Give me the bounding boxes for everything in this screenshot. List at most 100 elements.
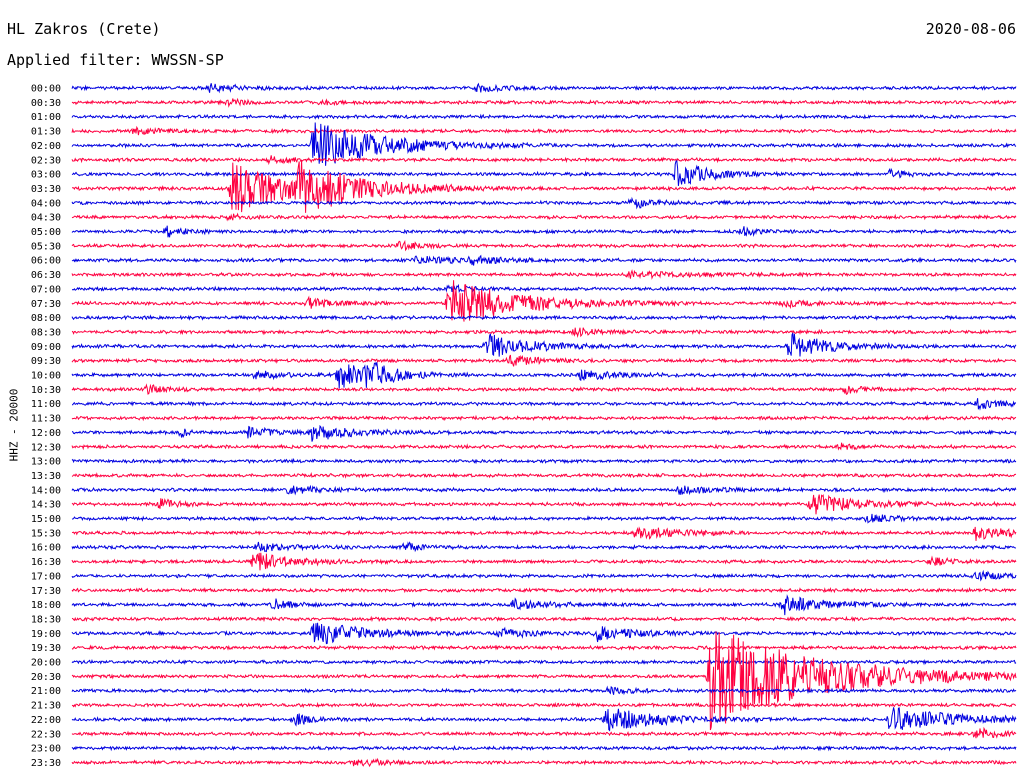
row-time-label: 00:30 [31, 98, 61, 109]
trace-line [71, 82, 1017, 94]
trace-line [71, 225, 1017, 238]
row-time-label: 06:00 [31, 256, 61, 267]
trace-line [71, 757, 1017, 768]
row-time-label: 05:00 [31, 227, 61, 238]
row-time-label: 09:00 [31, 342, 61, 353]
trace-line [71, 424, 1017, 442]
row-time-label: 12:30 [31, 442, 61, 453]
row-time-label: 09:30 [31, 356, 61, 367]
row-time-label: 15:30 [31, 528, 61, 539]
trace-line [71, 196, 1017, 210]
row-time-label: 13:00 [31, 457, 61, 468]
trace-line [71, 701, 1016, 709]
trace-line [71, 314, 1016, 322]
row-time-label: 18:30 [31, 614, 61, 625]
trace-line [71, 97, 1017, 108]
trace-line [71, 615, 1017, 623]
row-time-label: 01:30 [31, 127, 61, 138]
row-time-label: 21:00 [31, 686, 61, 697]
trace-line [71, 239, 1017, 252]
row-time-label: 17:30 [31, 586, 61, 597]
trace-line [71, 160, 1017, 186]
trace-line [71, 354, 1017, 367]
filter-label: Applied filter: WWSSN-SP [7, 51, 224, 69]
row-time-label: 04:30 [31, 213, 61, 224]
row-time-label: 18:00 [31, 600, 61, 611]
trace-line [71, 327, 1017, 339]
trace-line [71, 552, 1017, 571]
trace-line [71, 113, 1017, 121]
date-label: 2020-08-06 [925, 20, 1016, 38]
trace-line [71, 569, 1017, 582]
row-time-label: 07:00 [31, 284, 61, 295]
row-time-label: 07:30 [31, 299, 61, 310]
trace-line [71, 414, 1017, 422]
row-time-label: 10:30 [31, 385, 61, 396]
trace-line [72, 398, 1017, 411]
row-time-label: 10:00 [31, 371, 61, 382]
row-time-label: 19:30 [31, 643, 61, 654]
row-time-label: 20:00 [31, 658, 61, 669]
trace-line [71, 254, 1017, 266]
station-title: HL Zakros (Crete) [7, 20, 161, 38]
trace-line [71, 442, 1017, 451]
row-time-label: 23:30 [31, 758, 61, 769]
trace-line [72, 159, 1016, 213]
trace-line [71, 212, 1017, 222]
row-time-label: 19:00 [31, 629, 61, 640]
row-time-label: 03:30 [31, 184, 61, 195]
row-time-label: 13:30 [31, 471, 61, 482]
trace-line [71, 122, 1017, 166]
trace-line [71, 594, 1017, 616]
row-time-label: 05:30 [31, 241, 61, 252]
trace-line [71, 332, 1017, 357]
trace-line [71, 631, 1017, 731]
trace-line [71, 269, 1017, 280]
trace-line [71, 283, 1017, 294]
row-time-label: 20:30 [31, 672, 61, 683]
trace-line [71, 726, 1017, 739]
trace-line [71, 155, 1017, 166]
row-time-label: 23:00 [31, 744, 61, 755]
trace-line [71, 362, 1017, 389]
trace-line [71, 586, 1017, 594]
trace-line [71, 644, 1017, 651]
trace-line [71, 745, 1017, 752]
trace-line [71, 658, 1017, 666]
trace-line [71, 513, 1017, 524]
row-time-label: 22:30 [31, 729, 61, 740]
row-time-label: 14:00 [31, 485, 61, 496]
row-time-label: 16:00 [31, 543, 61, 554]
trace-line [71, 457, 1017, 465]
trace-line [71, 494, 1017, 515]
row-time-label: 11:30 [31, 414, 61, 425]
row-time-label: 14:30 [31, 500, 61, 511]
trace-line [71, 484, 1017, 496]
row-time-label: 08:30 [31, 327, 61, 338]
trace-line [71, 685, 1017, 696]
trace-line [71, 707, 1017, 732]
trace-line [71, 280, 1017, 322]
row-time-label: 02:30 [31, 155, 61, 166]
row-time-label: 15:00 [31, 514, 61, 525]
trace-line [71, 526, 1017, 541]
row-time-label: 21:30 [31, 701, 61, 712]
row-time-label: 06:30 [31, 270, 61, 281]
row-time-label: 11:00 [31, 399, 61, 410]
row-time-label: 16:30 [31, 557, 61, 568]
trace-line [71, 383, 1017, 396]
trace-line [71, 541, 1017, 553]
trace-line [71, 622, 1017, 645]
row-time-label: 22:00 [31, 715, 61, 726]
row-time-label: 12:00 [31, 428, 61, 439]
row-time-label: 02:00 [31, 141, 61, 152]
row-time-label: 08:00 [31, 313, 61, 324]
trace-line [71, 472, 1017, 479]
row-time-label: 00:00 [31, 84, 61, 95]
row-time-label: 04:00 [31, 198, 61, 209]
row-time-label: 03:00 [31, 170, 61, 181]
trace-line [71, 125, 1017, 136]
row-time-label: 01:00 [31, 112, 61, 123]
row-time-label: 17:00 [31, 571, 61, 582]
